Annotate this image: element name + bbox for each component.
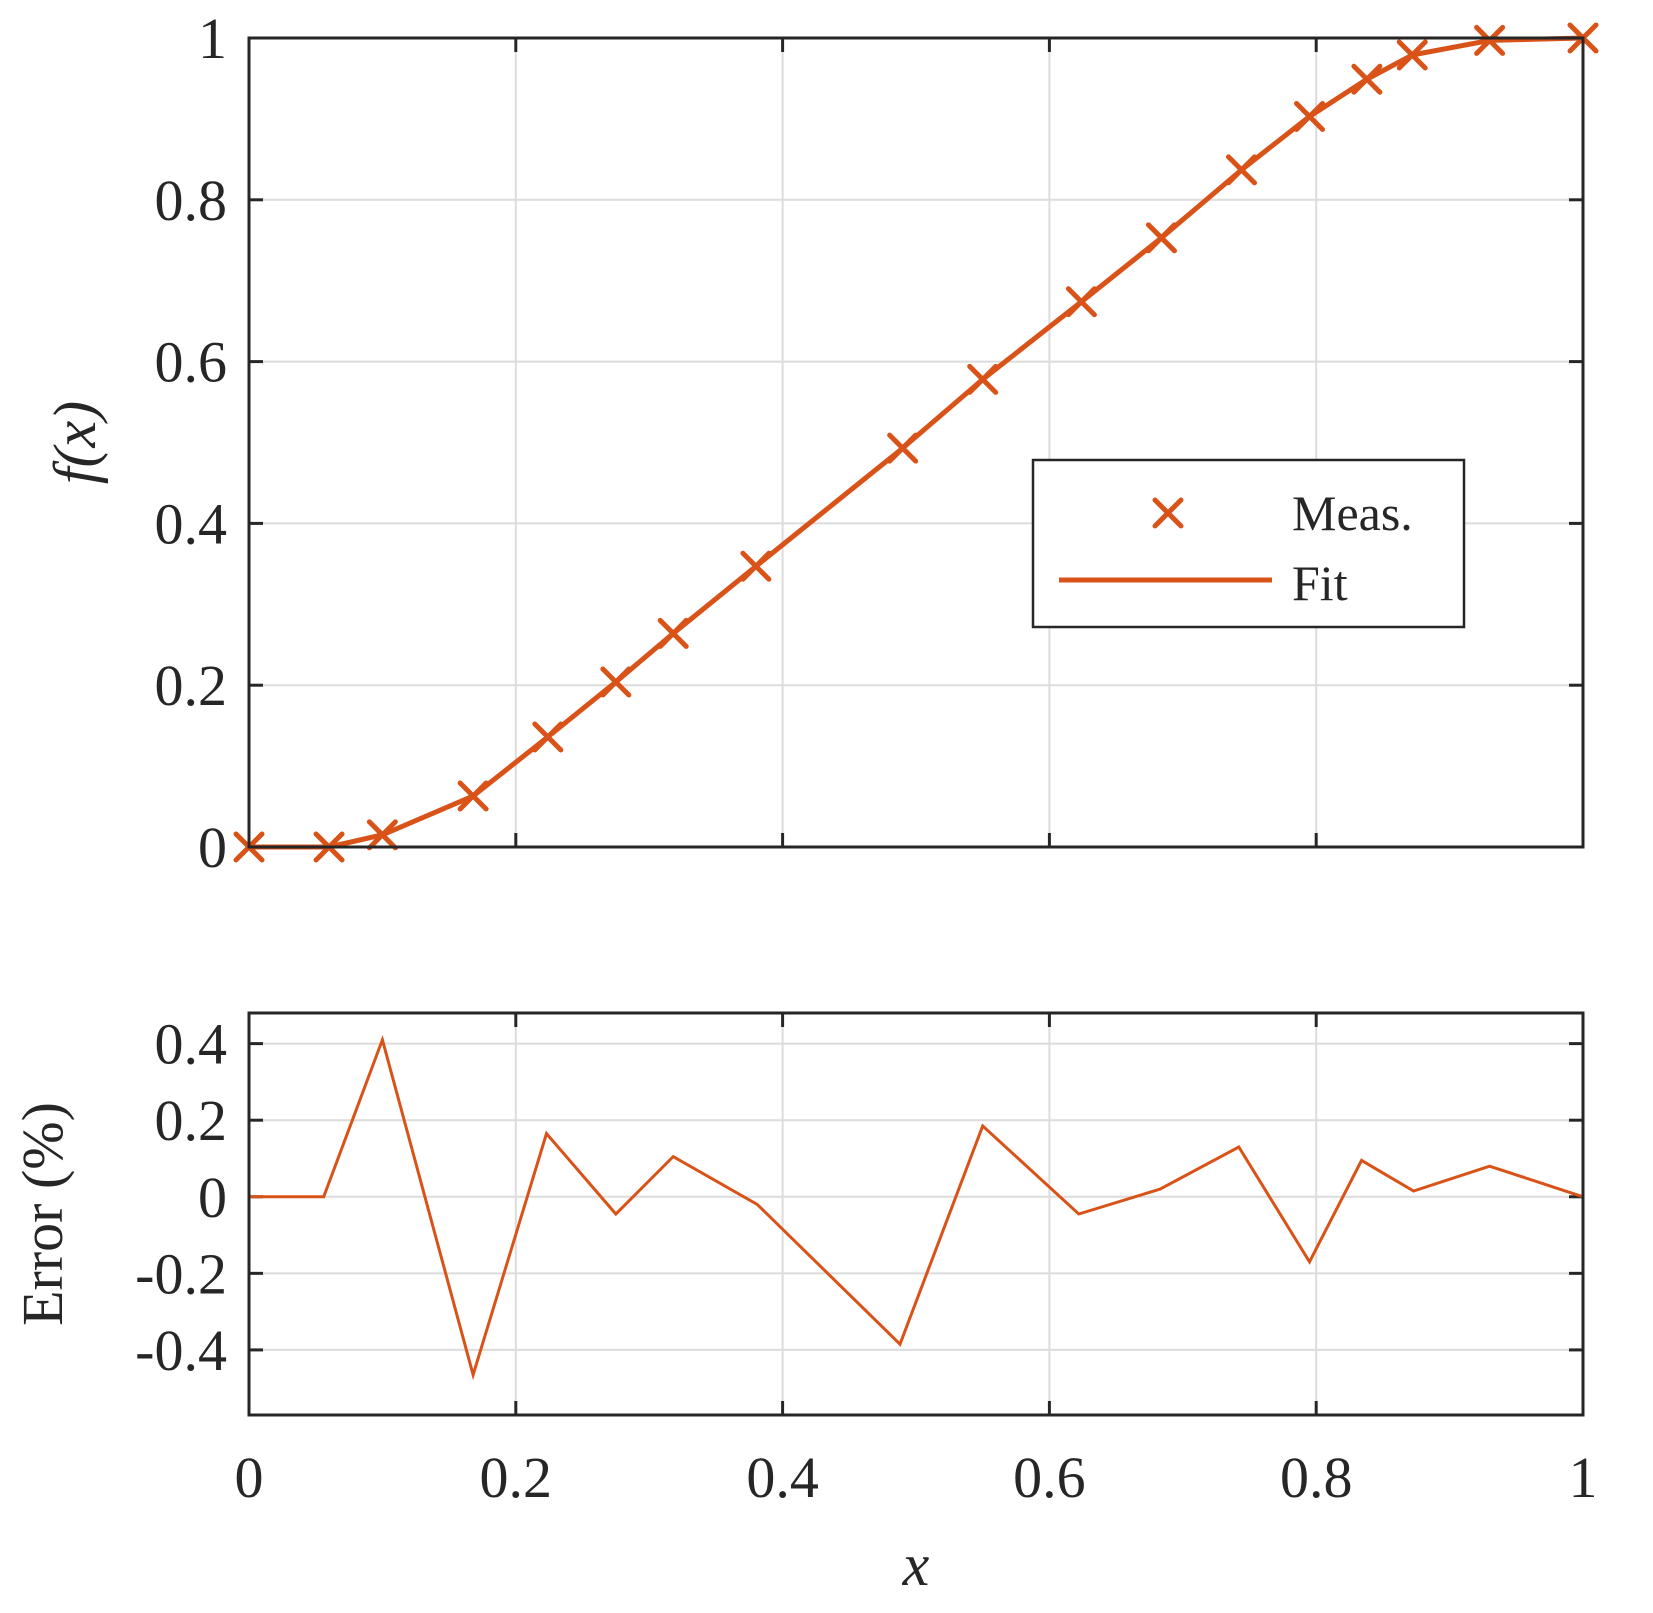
bottom-plot-frame [247,1011,1585,1417]
meas-marker [457,780,489,812]
meas-marker [1294,100,1326,132]
meas-marker [657,617,689,649]
meas-marker [740,550,772,582]
bottom-series [249,1034,1584,1381]
meas-marker [967,363,999,395]
legend-entry-fit: Fit [1292,555,1348,611]
top-plot: 0 0.2 0.4 0.6 0.8 1 f(x) Meas. Fit [42,6,1599,880]
bottom-y-tick-label: 0.2 [155,1088,228,1153]
error-line [249,1034,1584,1381]
top-y-tick-label: 0 [198,815,227,880]
bottom-y-tick-label: 0.4 [155,1012,228,1077]
x-axis-label: x [902,1532,930,1598]
meas-marker [1225,154,1257,186]
legend-meas-marker [1152,497,1184,529]
x-tick-label: 0.2 [480,1445,553,1510]
top-plot-frame [247,36,1585,849]
top-y-tick-label: 0.2 [155,653,228,718]
legend-box [1031,458,1466,629]
legend-x-marker-icon [1152,497,1184,529]
bottom-y-tick-label: 0 [198,1165,227,1230]
bottom-plot: 0.4 0.2 0 -0.2 -0.4 0 0.2 0.4 0.6 0.8 1 Error (%)… [10,1011,1598,1598]
top-series [233,22,1599,863]
x-tick-label: 0 [235,1445,264,1510]
meas-marker [1145,222,1177,254]
bottom-y-axis-label: Error (%) [10,1102,75,1326]
bottom-y-tick-labels: 0.4 0.2 0 -0.2 -0.4 [135,1012,227,1383]
x-tick-label: 0.6 [1013,1445,1086,1510]
meas-marker [532,721,564,753]
meas-marker [1474,24,1506,56]
legend-entry-meas: Meas. [1292,485,1413,541]
legend: Meas. Fit [1031,458,1466,629]
meas-marker [600,666,632,698]
top-y-tick-label: 0.6 [155,330,228,395]
meas-marker [1065,286,1097,318]
top-y-tick-label: 0.8 [155,168,228,233]
top-y-tick-labels: 0 0.2 0.4 0.6 0.8 1 [155,6,228,880]
bottom-tick-marks [247,1013,1585,1415]
bottom-x-tick-labels: 0 0.2 0.4 0.6 0.8 1 [235,1445,1598,1510]
top-tick-marks [247,36,1585,849]
x-tick-label: 0.4 [746,1445,819,1510]
meas-marker [1351,63,1383,95]
top-y-tick-label: 1 [198,6,227,71]
bottom-grid [249,1013,1583,1415]
x-tick-label: 0.8 [1280,1445,1353,1510]
meas-marker [887,432,919,464]
bottom-y-tick-label: -0.4 [135,1318,227,1383]
top-y-tick-label: 0.4 [155,491,228,556]
bottom-y-tick-label: -0.2 [135,1241,227,1306]
meas-marker [366,819,398,851]
fit-line [249,35,1584,850]
x-tick-label: 1 [1569,1445,1598,1510]
meas-marker [1396,39,1428,71]
top-grid [249,38,1583,847]
top-y-axis-label: f(x) [42,401,108,484]
